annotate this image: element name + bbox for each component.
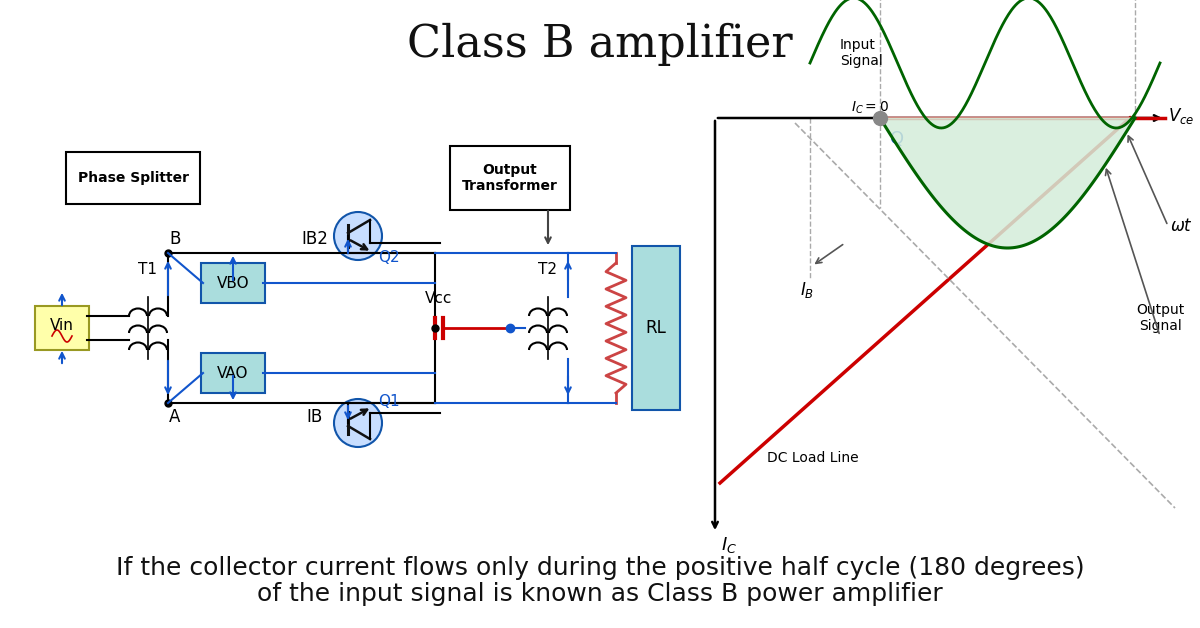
FancyBboxPatch shape — [632, 246, 680, 410]
Text: $V_{ce}$: $V_{ce}$ — [1168, 106, 1194, 126]
Text: Input
Signal: Input Signal — [840, 38, 883, 68]
Text: IB: IB — [307, 408, 323, 426]
Text: IB2: IB2 — [301, 230, 329, 248]
Text: $I_B$: $I_B$ — [800, 280, 814, 300]
Text: T1: T1 — [138, 263, 157, 278]
FancyBboxPatch shape — [450, 146, 570, 210]
FancyBboxPatch shape — [202, 263, 265, 303]
Text: B: B — [169, 230, 181, 248]
Text: of the input signal is known as Class B power amplifier: of the input signal is known as Class B … — [257, 582, 943, 606]
Text: Q2: Q2 — [378, 251, 400, 266]
Circle shape — [334, 399, 382, 447]
Text: RL: RL — [646, 319, 666, 337]
Circle shape — [334, 212, 382, 260]
Text: If the collector current flows only during the positive half cycle (180 degrees): If the collector current flows only duri… — [115, 556, 1085, 580]
FancyBboxPatch shape — [66, 152, 200, 204]
Text: Vcc: Vcc — [425, 291, 452, 306]
FancyBboxPatch shape — [35, 306, 89, 350]
Text: Vin: Vin — [50, 318, 74, 333]
Text: Q: Q — [890, 130, 904, 148]
Text: Phase Splitter: Phase Splitter — [78, 171, 188, 185]
Text: VBO: VBO — [217, 276, 250, 291]
FancyBboxPatch shape — [202, 353, 265, 393]
Text: DC Load Line: DC Load Line — [767, 451, 859, 465]
Text: $I_C = 0$: $I_C = 0$ — [851, 100, 889, 116]
Text: Output
Transformer: Output Transformer — [462, 163, 558, 193]
Text: $I_C$: $I_C$ — [721, 535, 737, 555]
Text: Output
Signal: Output Signal — [1136, 303, 1184, 333]
Text: Class B amplifier: Class B amplifier — [407, 23, 793, 66]
Text: T2: T2 — [539, 263, 558, 278]
Polygon shape — [880, 118, 1135, 248]
Text: VAO: VAO — [217, 365, 248, 381]
Text: $\omega t$: $\omega t$ — [1170, 217, 1193, 235]
Text: A: A — [169, 408, 181, 426]
Text: Q1: Q1 — [378, 394, 400, 408]
